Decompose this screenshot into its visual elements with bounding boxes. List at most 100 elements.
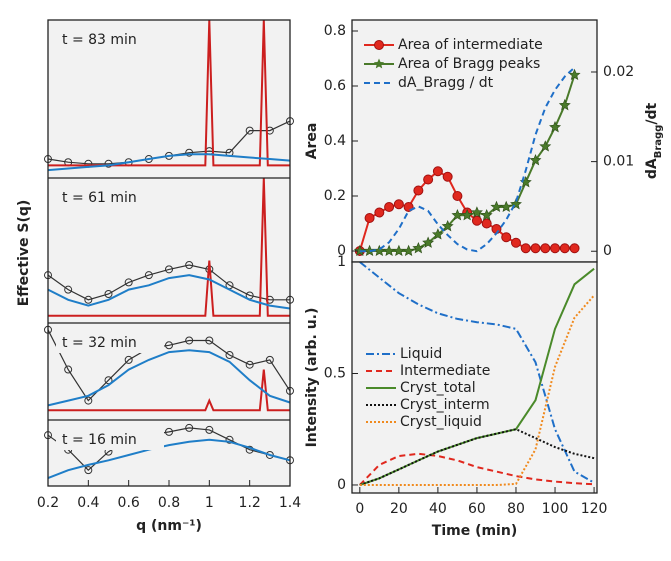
legend-label: Intermediate — [400, 363, 490, 379]
marker — [185, 261, 194, 269]
marker — [412, 242, 425, 254]
marker — [423, 174, 434, 185]
y-tick-label: 0.6 — [324, 78, 346, 94]
series-line — [47, 329, 291, 402]
panel-annotation: t = 16 min — [62, 432, 137, 448]
marker — [124, 355, 133, 364]
marker — [245, 126, 254, 135]
marker — [470, 206, 483, 218]
marker — [104, 376, 113, 385]
marker — [374, 207, 385, 218]
marker — [540, 243, 551, 254]
marker — [265, 355, 274, 364]
series-line — [47, 153, 291, 172]
y2-axis-label: dABragg/dt — [644, 103, 664, 180]
marker — [442, 171, 453, 182]
marker — [364, 213, 375, 223]
marker — [265, 295, 274, 304]
y-tick-label: 0 — [337, 477, 346, 493]
x-tick-label: 1.2 — [239, 495, 261, 511]
x-tick-label: 0.2 — [37, 495, 59, 511]
marker — [185, 336, 194, 345]
marker — [84, 466, 93, 475]
series-line — [47, 438, 291, 480]
x-tick-label: 120 — [581, 501, 608, 517]
x-axis-label: q (nm⁻¹) — [136, 518, 202, 534]
marker — [539, 140, 552, 152]
x-tick-label: 1 — [205, 495, 214, 511]
legend-label: Cryst_interm — [400, 397, 490, 413]
x-tick-label: 60 — [468, 501, 486, 517]
legend-label: Cryst_liquid — [400, 414, 482, 430]
x-tick-label: 100 — [542, 501, 569, 517]
marker — [550, 243, 561, 254]
y-tick-label: 1 — [337, 254, 346, 270]
marker — [64, 285, 73, 294]
legend-label: Cryst_total — [400, 380, 476, 396]
marker — [225, 351, 234, 360]
marker — [104, 159, 113, 168]
marker — [432, 166, 443, 177]
series-line — [48, 19, 290, 167]
series-line — [359, 66, 576, 253]
y-tick-label: 0 — [337, 243, 346, 259]
series-line — [48, 177, 290, 317]
y-tick-label: 0.5 — [324, 365, 346, 381]
y2-tick-label: 0 — [603, 243, 612, 259]
plot-frame — [351, 261, 598, 494]
marker — [165, 341, 173, 350]
legend-marker — [373, 58, 385, 69]
marker — [422, 236, 435, 248]
marker — [84, 396, 93, 405]
y2-label-suffix: /dt — [644, 103, 660, 125]
marker — [441, 220, 454, 232]
x-tick-label: 20 — [390, 501, 408, 517]
marker — [481, 218, 492, 229]
annotation-bg — [56, 428, 164, 450]
annotation-bg — [56, 331, 164, 353]
marker — [452, 191, 463, 201]
x-tick-label: 1.4 — [279, 495, 301, 511]
marker — [402, 244, 415, 257]
x-tick-label: 80 — [507, 501, 525, 517]
marker — [144, 271, 153, 280]
series-line — [359, 428, 595, 486]
y-axis-label: Effective S(q) — [16, 200, 32, 307]
series-line — [47, 274, 291, 310]
y2-tick-label: 0.01 — [603, 154, 634, 170]
marker — [413, 185, 424, 196]
plot-area — [352, 262, 597, 493]
marker — [559, 243, 570, 254]
y2-label-sub: Bragg — [653, 125, 664, 159]
series-line — [48, 369, 290, 412]
series-line — [47, 264, 290, 301]
marker — [558, 98, 571, 111]
marker — [124, 278, 133, 287]
marker — [569, 243, 580, 254]
x-tick-label: 0.8 — [158, 495, 180, 511]
marker — [245, 360, 254, 369]
marker — [530, 243, 541, 254]
marker — [84, 295, 93, 304]
marker — [205, 425, 214, 434]
marker — [225, 435, 234, 444]
y-axis-label: Area — [304, 123, 320, 160]
marker — [205, 336, 214, 345]
marker — [568, 68, 581, 81]
series-line — [47, 427, 291, 472]
series-line — [359, 294, 595, 486]
marker — [384, 202, 395, 212]
panel-annotation: t = 83 min — [62, 32, 137, 48]
marker — [471, 215, 482, 226]
legend-label: Liquid — [400, 346, 442, 362]
marker — [165, 265, 173, 274]
marker — [185, 423, 194, 432]
legend-label: Area of intermediate — [398, 37, 543, 53]
x-tick-label: 0.6 — [118, 495, 140, 511]
series-line — [359, 261, 595, 484]
series-line — [359, 267, 595, 486]
marker — [461, 209, 474, 221]
y-tick-label: 0.4 — [324, 133, 346, 149]
annotation-bg — [56, 186, 164, 208]
marker — [500, 200, 513, 213]
